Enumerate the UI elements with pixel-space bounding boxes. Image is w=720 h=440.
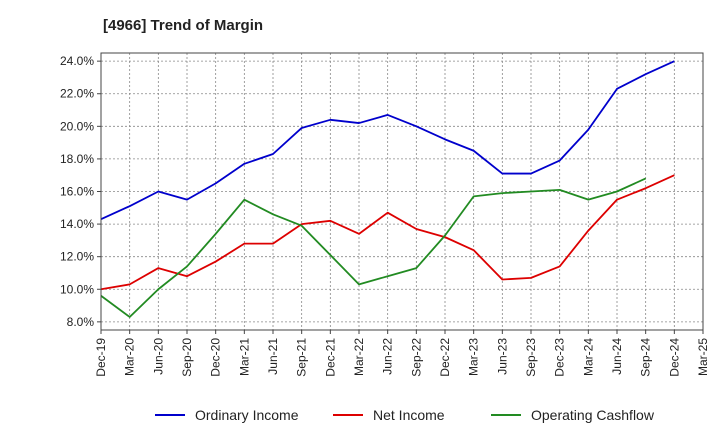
y-tick-label: 8.0% bbox=[67, 315, 95, 329]
y-tick-label: 10.0% bbox=[60, 282, 94, 296]
x-tick-label: Mar-20 bbox=[123, 338, 137, 376]
x-tick-label: Sep-22 bbox=[409, 338, 423, 377]
x-axis: Dec-19 Mar-20 Jun-20 Sep-20 Dec-20 Mar-21 Jun-… bbox=[94, 330, 710, 377]
series-line-ordinary-income bbox=[100, 60, 675, 221]
x-tick-label: Dec-22 bbox=[438, 338, 452, 377]
x-tick-label: Sep-21 bbox=[295, 338, 309, 377]
x-tick-label: Jun-23 bbox=[495, 338, 509, 375]
y-tick-label: 20.0% bbox=[60, 119, 94, 133]
x-tick-label: Jun-24 bbox=[610, 338, 624, 375]
series-line-net-income bbox=[100, 174, 675, 291]
legend: Ordinary Income Net Income Operating Cashf… bbox=[155, 407, 655, 423]
x-tick-label: Dec-21 bbox=[323, 338, 337, 377]
x-tick-label: Dec-20 bbox=[209, 338, 223, 377]
series-line-operating-cashflow bbox=[100, 177, 647, 318]
x-tick-label: Sep-20 bbox=[180, 338, 194, 377]
x-tick-label: Jun-20 bbox=[151, 338, 165, 375]
x-tick-label: Mar-21 bbox=[237, 338, 251, 376]
x-tick-label: Mar-23 bbox=[467, 338, 481, 376]
x-tick-label: Dec-23 bbox=[553, 338, 567, 377]
y-axis: 8.0% 10.0% 12.0% 14.0% 16.0% 18.0% 20.0% 22.0% 2… bbox=[60, 54, 101, 329]
series-lines bbox=[100, 60, 675, 318]
x-tick-label: Dec-24 bbox=[667, 338, 681, 377]
x-tick-label: Sep-23 bbox=[524, 338, 538, 377]
y-tick-label: 24.0% bbox=[60, 54, 94, 68]
chart-title: [4966] Trend of Margin bbox=[103, 17, 263, 34]
x-tick-label: Dec-19 bbox=[94, 338, 108, 377]
x-tick-label: Mar-22 bbox=[352, 338, 366, 376]
y-tick-label: 12.0% bbox=[60, 250, 94, 264]
legend-label: Operating Cashflow bbox=[531, 407, 655, 423]
x-tick-label: Mar-24 bbox=[581, 338, 595, 376]
x-tick-label: Jun-21 bbox=[266, 338, 280, 375]
y-tick-label: 16.0% bbox=[60, 185, 94, 199]
x-tick-label: Jun-22 bbox=[381, 338, 395, 375]
x-tick-label: Mar-25 bbox=[696, 338, 710, 376]
y-tick-label: 14.0% bbox=[60, 217, 94, 231]
y-tick-label: 22.0% bbox=[60, 87, 94, 101]
y-tick-label: 18.0% bbox=[60, 152, 94, 166]
legend-label: Net Income bbox=[373, 407, 445, 423]
x-tick-label: Sep-24 bbox=[639, 338, 653, 377]
legend-label: Ordinary Income bbox=[195, 407, 299, 423]
